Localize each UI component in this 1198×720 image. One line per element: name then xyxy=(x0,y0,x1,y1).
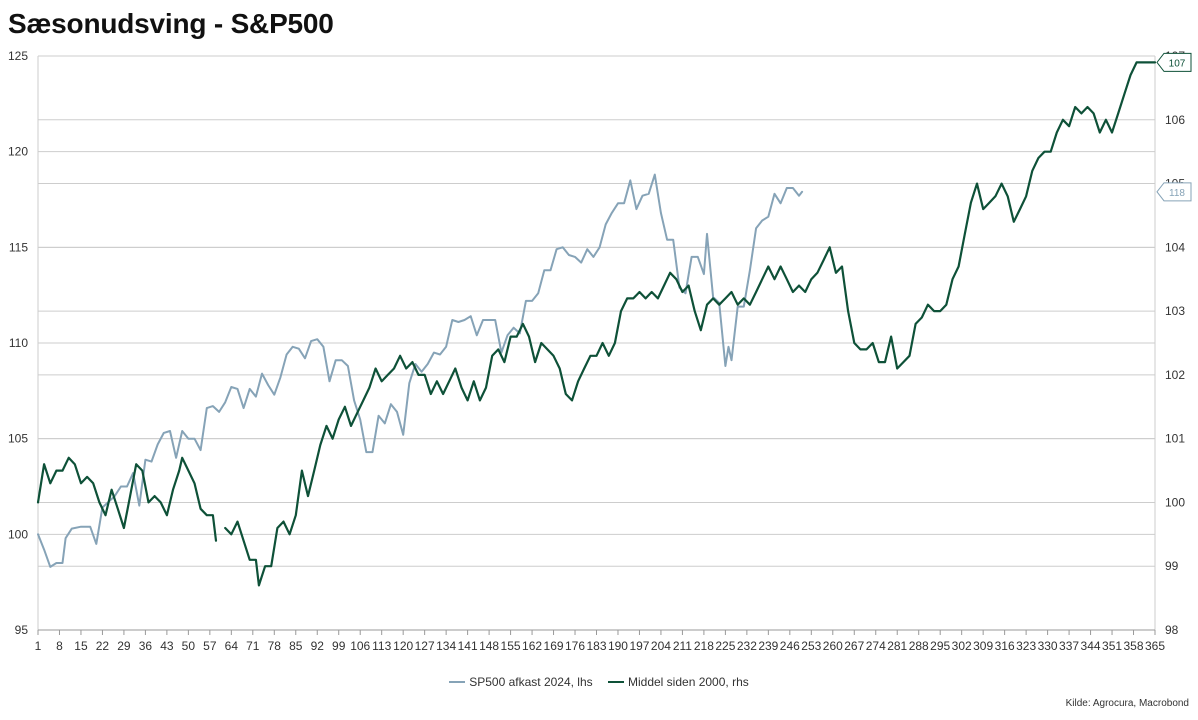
y-left-tick-label: 120 xyxy=(8,145,28,159)
x-tick-label: 162 xyxy=(522,639,542,653)
x-tick-label: 281 xyxy=(887,639,907,653)
legend-swatch-middel xyxy=(608,681,624,683)
x-tick-label: 211 xyxy=(673,639,692,653)
x-tick-label: 71 xyxy=(246,639,260,653)
x-tick-label: 134 xyxy=(436,639,456,653)
x-tick-label: 141 xyxy=(458,639,478,653)
y-right-tick-label: 99 xyxy=(1165,559,1179,573)
x-tick-label: 43 xyxy=(160,639,174,653)
axis-labels: 9510010511011512012598991001011021031041… xyxy=(8,49,1192,653)
x-tick-label: 190 xyxy=(608,639,628,653)
x-tick-label: 8 xyxy=(56,639,63,653)
x-tick-label: 1 xyxy=(35,639,42,653)
x-tick-label: 57 xyxy=(203,639,217,653)
x-tick-label: 344 xyxy=(1081,639,1101,653)
legend-label-sp500: SP500 afkast 2024, lhs xyxy=(469,675,593,689)
legend-label-middel: Middel siden 2000, rhs xyxy=(628,675,749,689)
source-note: Kilde: Agrocura, Macrobond xyxy=(1065,698,1189,709)
end-label-middel: 107 xyxy=(1156,52,1192,72)
x-tick-label: 92 xyxy=(311,639,325,653)
x-tick-label: 197 xyxy=(629,639,649,653)
x-tick-label: 169 xyxy=(544,639,564,653)
x-tick-label: 225 xyxy=(715,639,735,653)
y-left-tick-label: 115 xyxy=(9,240,28,254)
end-label-text: 107 xyxy=(1169,58,1186,69)
x-tick-label: 316 xyxy=(995,639,1015,653)
series-line-sp500 xyxy=(37,173,804,568)
x-tick-label: 113 xyxy=(372,639,391,653)
x-tick-label: 50 xyxy=(182,639,196,653)
x-tick-label: 64 xyxy=(225,639,239,653)
x-tick-label: 148 xyxy=(479,639,499,653)
x-tick-label: 267 xyxy=(844,639,864,653)
x-tick-label: 85 xyxy=(289,639,303,653)
x-tick-label: 176 xyxy=(565,639,585,653)
y-right-tick-label: 103 xyxy=(1165,304,1185,318)
x-tick-label: 260 xyxy=(823,639,843,653)
x-tick-label: 232 xyxy=(737,639,757,653)
x-tick-label: 358 xyxy=(1124,639,1144,653)
y-left-tick-label: 105 xyxy=(8,432,28,446)
x-tick-label: 253 xyxy=(801,639,821,653)
series-line-middel xyxy=(36,61,1157,587)
x-tick-label: 127 xyxy=(415,639,435,653)
y-left-tick-label: 100 xyxy=(8,527,28,541)
x-tick-label: 337 xyxy=(1059,639,1079,653)
series-lines xyxy=(36,61,1157,587)
y-left-tick-label: 95 xyxy=(15,623,29,637)
x-tick-label: 106 xyxy=(350,639,370,653)
end-label-box xyxy=(1156,182,1192,202)
legend: SP500 afkast 2024, lhs Middel siden 2000… xyxy=(0,672,1198,689)
y-right-tick-label: 104 xyxy=(1165,240,1185,254)
y-right-tick-label: 98 xyxy=(1165,623,1179,637)
legend-item-sp500: SP500 afkast 2024, lhs xyxy=(449,675,593,689)
x-tick-label: 330 xyxy=(1038,639,1058,653)
x-tick-label: 274 xyxy=(866,639,886,653)
x-tick-label: 183 xyxy=(586,639,606,653)
x-tick-label: 365 xyxy=(1145,639,1165,653)
x-tick-label: 22 xyxy=(96,639,110,653)
x-tick-label: 36 xyxy=(139,639,153,653)
y-left-tick-label: 110 xyxy=(9,336,28,350)
grid-lines xyxy=(38,55,1155,631)
x-tick-label: 204 xyxy=(651,639,671,653)
y-right-tick-label: 100 xyxy=(1165,495,1185,509)
x-tick-label: 239 xyxy=(758,639,778,653)
x-tick-label: 323 xyxy=(1016,639,1036,653)
x-tick-label: 78 xyxy=(268,639,282,653)
x-tick-label: 15 xyxy=(74,639,88,653)
x-tick-label: 351 xyxy=(1102,639,1122,653)
x-tick-label: 120 xyxy=(393,639,413,653)
y-left-tick-label: 125 xyxy=(8,49,28,63)
end-label-box xyxy=(1156,52,1192,72)
x-tick-label: 246 xyxy=(780,639,800,653)
legend-swatch-sp500 xyxy=(449,681,466,683)
end-label-sp500: 118 xyxy=(1156,182,1192,202)
legend-item-middel: Middel siden 2000, rhs xyxy=(608,675,749,689)
y-right-tick-label: 101 xyxy=(1165,432,1185,446)
x-tick-label: 99 xyxy=(332,639,346,653)
x-tick-label: 288 xyxy=(909,639,929,653)
end-label-text: 118 xyxy=(1169,188,1185,199)
x-tick-label: 309 xyxy=(973,639,993,653)
x-tick-label: 295 xyxy=(930,639,950,653)
x-tick-label: 155 xyxy=(501,639,521,653)
x-tick-label: 302 xyxy=(952,639,972,653)
x-tick-label: 29 xyxy=(117,639,131,653)
chart-title: Sæsonudsving - S&P500 xyxy=(8,8,334,39)
axes xyxy=(37,56,1156,635)
y-right-tick-label: 106 xyxy=(1165,113,1185,127)
x-tick-label: 218 xyxy=(694,639,714,653)
y-right-tick-label: 102 xyxy=(1165,368,1185,382)
